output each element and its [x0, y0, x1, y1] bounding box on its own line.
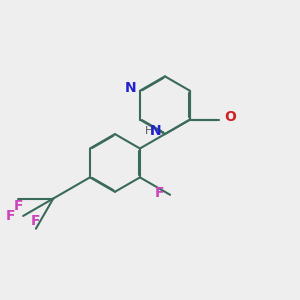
Text: H: H — [145, 126, 153, 136]
Text: F: F — [14, 199, 23, 213]
Text: F: F — [31, 214, 40, 228]
Text: N: N — [150, 124, 162, 138]
Text: F: F — [154, 186, 164, 200]
Text: F: F — [6, 209, 15, 223]
Text: N: N — [125, 81, 137, 95]
Text: O: O — [224, 110, 236, 124]
